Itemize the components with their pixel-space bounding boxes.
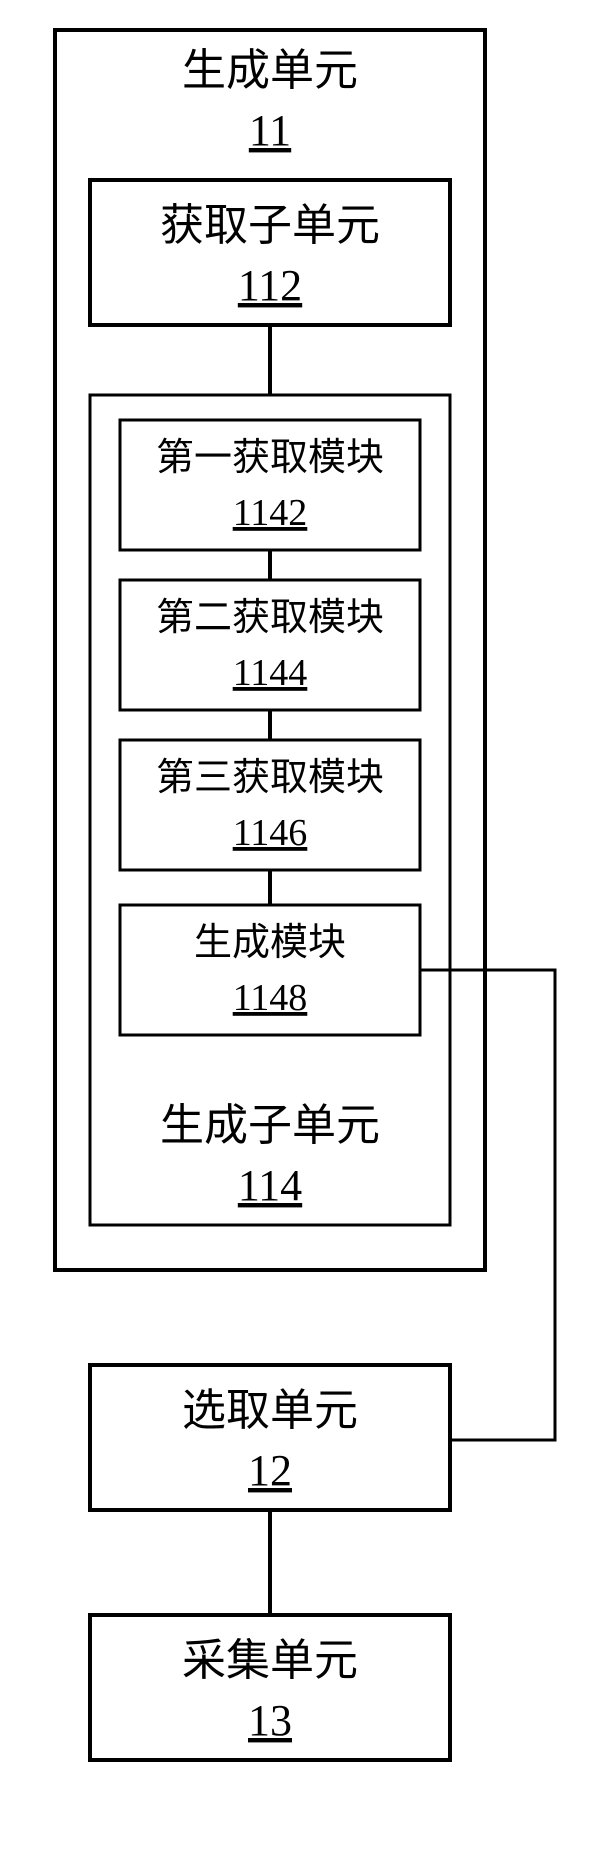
label-mod1144: 第二获取模块 bbox=[156, 597, 384, 639]
label-sub114: 生成子单元 bbox=[160, 1101, 380, 1150]
number-mod1142: 1142 bbox=[233, 492, 308, 534]
label-unit13: 采集单元 bbox=[182, 1636, 358, 1685]
number-sub114: 114 bbox=[238, 1161, 302, 1210]
number-unit13: 13 bbox=[248, 1696, 292, 1745]
label-unit12: 选取单元 bbox=[182, 1386, 358, 1435]
label-unit11: 生成单元 bbox=[182, 46, 358, 95]
number-mod1144: 1144 bbox=[233, 652, 308, 694]
number-unit11: 11 bbox=[249, 106, 291, 155]
number-unit12: 12 bbox=[248, 1446, 292, 1495]
label-mod1142: 第一获取模块 bbox=[156, 437, 384, 479]
number-sub112: 112 bbox=[238, 261, 302, 310]
block-diagram: 生成单元 11 获取子单元 112 生成子单元 114 第一获取模块 1142 第二获取模块 11… bbox=[0, 0, 605, 1870]
label-mod1146: 第三获取模块 bbox=[156, 757, 384, 799]
number-mod1148: 1148 bbox=[233, 977, 308, 1019]
label-sub112: 获取子单元 bbox=[160, 201, 380, 250]
number-mod1146: 1146 bbox=[233, 812, 308, 854]
label-mod1148: 生成模块 bbox=[194, 922, 346, 964]
